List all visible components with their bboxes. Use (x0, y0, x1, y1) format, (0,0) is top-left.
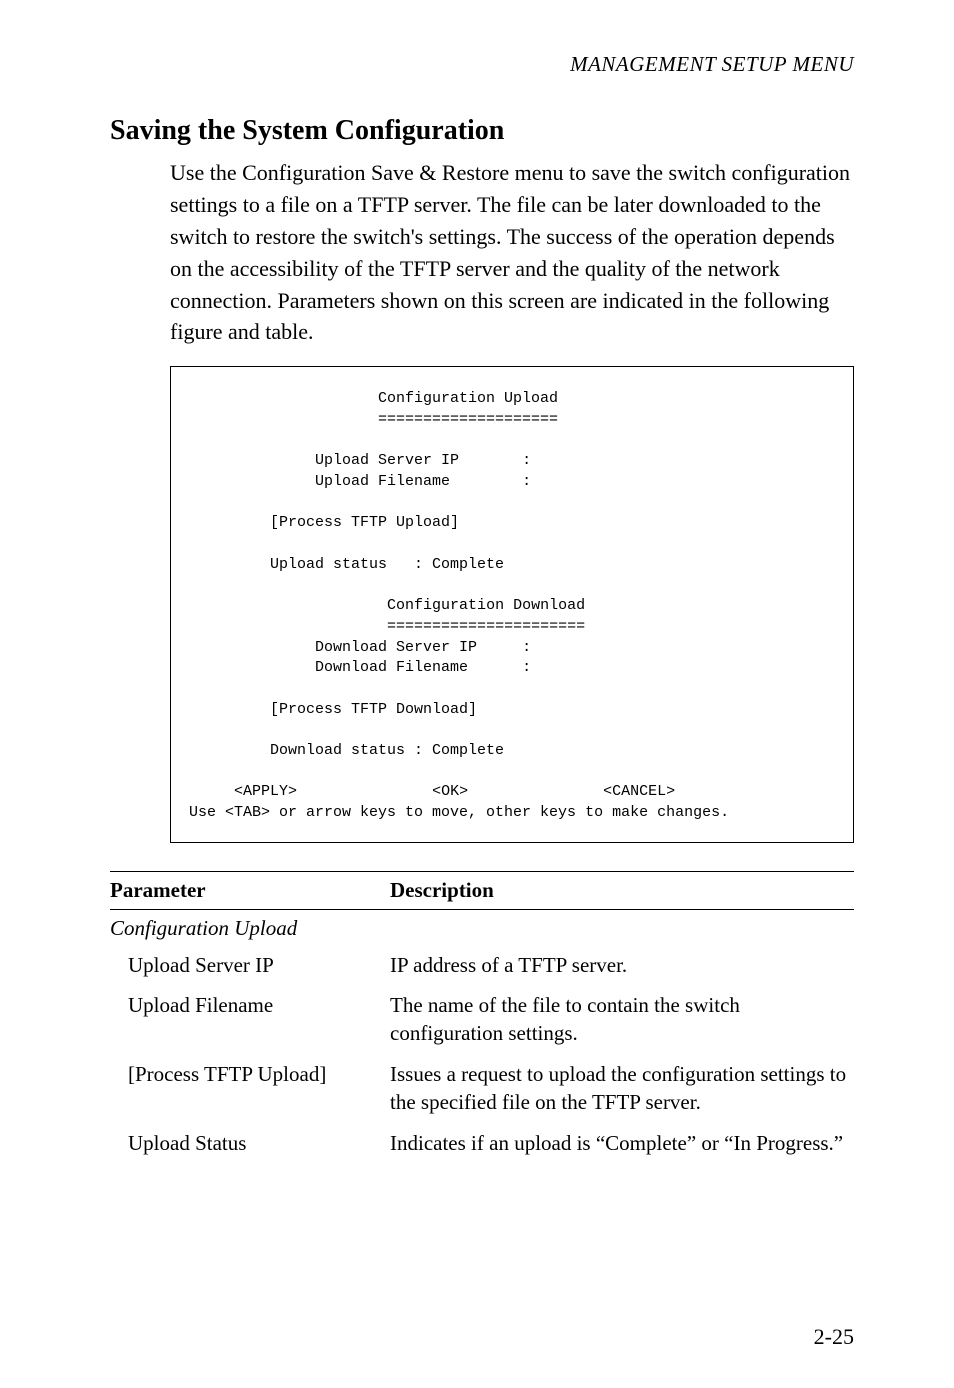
param-name: Upload Filename (110, 991, 390, 1048)
col-header-description: Description (390, 878, 854, 903)
parameter-table: Parameter Description Configuration Uplo… (110, 871, 854, 1157)
process-tftp-upload: [Process TFTP Upload] (270, 514, 459, 531)
terminal-line (297, 783, 432, 800)
terminal-line (468, 783, 603, 800)
intro-paragraph: Use the Configuration Save & Restore men… (170, 157, 854, 348)
table-header-row: Parameter Description (110, 878, 854, 903)
upload-server-ip-label: Upload Server IP : (315, 452, 531, 469)
download-status: Download status : Complete (270, 742, 504, 759)
terminal-line (189, 597, 387, 614)
param-desc: The name of the file to contain the swit… (390, 991, 854, 1048)
param-name: Upload Status (110, 1129, 390, 1157)
page-number: 2-25 (814, 1324, 854, 1350)
table-rule (110, 909, 854, 910)
running-header: MANAGEMENT SETUP MENU (110, 52, 854, 77)
param-name: [Process TFTP Upload] (110, 1060, 390, 1117)
terminal-line (189, 783, 234, 800)
upload-filename-label: Upload Filename : (315, 473, 531, 490)
table-group-label: Configuration Upload (110, 916, 854, 941)
terminal-line (189, 514, 270, 531)
download-title-underline: ====================== (387, 618, 585, 635)
terminal-screenshot: Configuration Upload ===================… (170, 366, 854, 842)
upload-title-underline: ==================== (378, 411, 558, 428)
download-filename-label: Download Filename : (315, 659, 531, 676)
download-title: Configuration Download (387, 597, 585, 614)
section-heading: Saving the System Configuration (110, 115, 854, 147)
terminal-line (189, 390, 378, 407)
terminal-line (189, 618, 387, 635)
upload-status: Upload status : Complete (270, 556, 504, 573)
ok-button-label: <OK> (432, 783, 468, 800)
table-row: [Process TFTP Upload] Issues a request t… (110, 1060, 854, 1117)
terminal-line (189, 701, 270, 718)
terminal-line (189, 473, 315, 490)
terminal-line (189, 742, 270, 759)
cancel-button-label: <CANCEL> (603, 783, 675, 800)
col-header-parameter: Parameter (110, 878, 390, 903)
upload-title: Configuration Upload (378, 390, 558, 407)
table-row: Upload Status Indicates if an upload is … (110, 1129, 854, 1157)
terminal-line (189, 411, 378, 428)
apply-button-label: <APPLY> (234, 783, 297, 800)
param-desc: Indicates if an upload is “Complete” or … (390, 1129, 854, 1157)
param-desc: IP address of a TFTP server. (390, 951, 854, 979)
param-name: Upload Server IP (110, 951, 390, 979)
terminal-line (189, 556, 270, 573)
terminal-line (189, 659, 315, 676)
terminal-line (189, 452, 315, 469)
param-desc: Issues a request to upload the configura… (390, 1060, 854, 1117)
process-tftp-download: [Process TFTP Download] (270, 701, 477, 718)
download-server-ip-label: Download Server IP : (315, 639, 531, 656)
table-row: Upload Filename The name of the file to … (110, 991, 854, 1048)
table-row: Upload Server IP IP address of a TFTP se… (110, 951, 854, 979)
terminal-line (189, 639, 315, 656)
terminal-hint: Use <TAB> or arrow keys to move, other k… (189, 804, 729, 821)
table-rule (110, 871, 854, 872)
